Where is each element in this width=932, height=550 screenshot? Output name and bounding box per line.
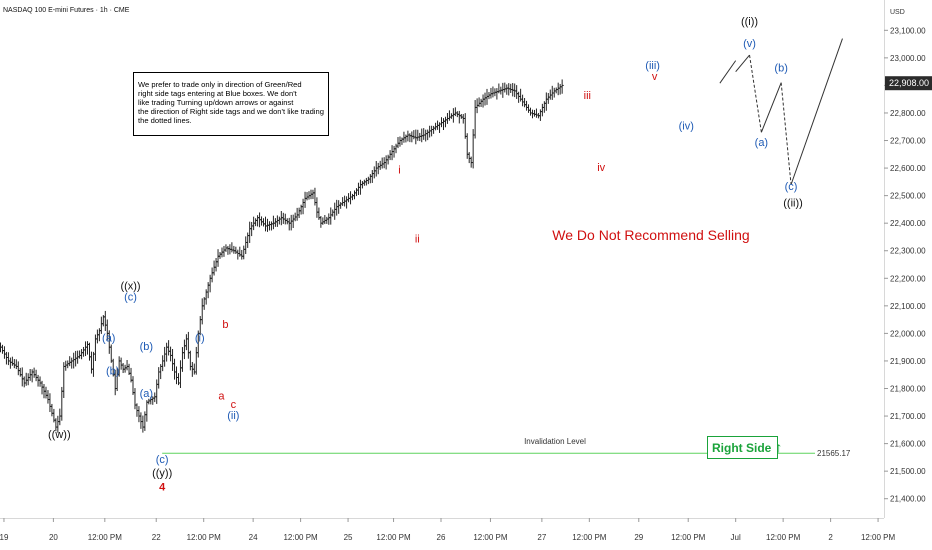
projection-solid-1 [719, 60, 737, 84]
note-line: right side tags entering at Blue boxes. … [138, 88, 297, 98]
wave-label: (ii) [227, 410, 239, 422]
wave-label: ((x)) [120, 280, 140, 292]
wave-label: (b) [106, 366, 119, 378]
x-tick-label: Jul [731, 533, 741, 542]
projection-dashed-2 [780, 82, 792, 185]
invalidation-value: 21565.17 [817, 449, 851, 458]
wave-label: i [398, 165, 400, 177]
x-tick-label: 19 [0, 533, 9, 542]
y-tick-label: 23,000.00 [890, 54, 926, 63]
y-tick-label: 22,300.00 [890, 247, 926, 256]
wave-label: a [218, 391, 225, 403]
price-axis[interactable]: 23,100.00 23,000.00 22,800.00 22,700.00 22,6… [884, 26, 926, 504]
y-tick-label: 22,400.00 [890, 219, 926, 228]
projection-solid-4 [790, 38, 843, 185]
wave-label: (v) [743, 38, 756, 50]
x-tick-label: 24 [249, 533, 258, 542]
note-line: We prefer to trade only in direction of … [138, 80, 302, 89]
currency-label: USD [890, 9, 905, 16]
wave-label: (a) [755, 137, 768, 149]
wave-label: ((ii)) [783, 198, 803, 210]
wave-label: iv [597, 162, 605, 174]
headline: We Do Not Recommend Selling [552, 227, 749, 243]
y-tick-label: 23,100.00 [890, 26, 926, 35]
chart-title: NASDAQ 100 E-mini Futures · 1h · CME [3, 7, 130, 14]
wave-label: c [231, 399, 237, 411]
wave-label: v [652, 71, 658, 83]
x-tick-label: 2 [828, 533, 833, 542]
note-line: the dotted lines. [138, 115, 192, 125]
wave-label: (iv) [679, 121, 694, 133]
x-tick-label: 20 [49, 533, 58, 542]
wave-label: (i) [195, 333, 205, 345]
projection-dashed-1 [749, 55, 762, 133]
y-tick-label: 21,400.00 [890, 495, 926, 504]
x-tick-label: 12:00 PM [376, 533, 411, 542]
wave-label: ((i)) [741, 16, 758, 28]
wave-label: (b) [774, 63, 787, 75]
arrow-up-icon: ↑ [775, 439, 783, 455]
y-tick-label: 21,500.00 [890, 467, 926, 476]
x-tick-label: 12:00 PM [572, 533, 607, 542]
x-tick-label: 12:00 PM [473, 533, 508, 542]
wave-label: (a) [140, 388, 153, 400]
invalidation-label: Invalidation Level [524, 437, 586, 446]
last-price-label: 22,908.00 [889, 78, 929, 88]
last-price-tag: 22,908.00 [885, 76, 932, 91]
y-tick-label: 22,500.00 [890, 192, 926, 201]
time-axis[interactable]: 19 20 12:00 PM 22 12:00 PM 24 12:00 PM 25 12:00 … [0, 518, 896, 542]
x-tick-label: 12:00 PM [671, 533, 706, 542]
wave-labels: ((x))(c)(a)(b)(b)(a)((w))(c)((y))4(i)bac… [48, 16, 803, 494]
x-tick-label: 12:00 PM [187, 533, 222, 542]
wave-label: ((y)) [152, 468, 172, 480]
x-tick-label: 27 [537, 533, 546, 542]
projection-path [719, 38, 843, 185]
y-tick-label: 22,200.00 [890, 274, 926, 283]
x-tick-label: 12:00 PM [283, 533, 318, 542]
y-tick-label: 22,000.00 [890, 329, 926, 338]
wave-label: iii [584, 90, 591, 102]
projection-solid-2 [735, 54, 750, 72]
wave-label: (c) [124, 291, 137, 303]
x-tick-label: 22 [152, 533, 161, 542]
trading-note: We prefer to trade only in direction of … [133, 72, 329, 136]
price-bars [0, 79, 564, 433]
wave-label: ii [415, 233, 420, 245]
x-tick-label: 12:00 PM [88, 533, 123, 542]
y-tick-label: 21,900.00 [890, 357, 926, 366]
x-tick-label: 29 [634, 533, 643, 542]
x-tick-label: 12:00 PM [861, 533, 896, 542]
y-tick-label: 21,600.00 [890, 440, 926, 449]
wave-label: (b) [140, 341, 153, 353]
projection-solid-3 [760, 82, 782, 133]
last-price-box [885, 76, 932, 91]
y-tick-label: 22,100.00 [890, 302, 926, 311]
wave-label: (iii) [645, 60, 660, 72]
wave-label: (c) [156, 454, 169, 466]
note-line: like trading Turning up/down arrows or a… [138, 97, 294, 107]
x-tick-label: 12:00 PM [766, 533, 801, 542]
wave-label: (c) [785, 181, 798, 193]
y-tick-label: 22,700.00 [890, 137, 926, 146]
y-tick-label: 22,800.00 [890, 109, 926, 118]
y-tick-label: 21,700.00 [890, 412, 926, 421]
wave-label: ((w)) [48, 429, 71, 441]
x-tick-label: 25 [344, 533, 353, 542]
y-tick-label: 22,600.00 [890, 164, 926, 173]
wave-label: b [222, 319, 228, 331]
note-line: the direction of Right side tags and we … [138, 106, 324, 116]
wave-label: 4 [159, 481, 166, 493]
wave-label: (a) [102, 333, 115, 345]
y-tick-label: 21,800.00 [890, 385, 926, 394]
x-tick-label: 26 [437, 533, 446, 542]
right-side-label: Right Side [712, 441, 772, 455]
right-side-badge: Right Side ↑ [707, 436, 782, 459]
